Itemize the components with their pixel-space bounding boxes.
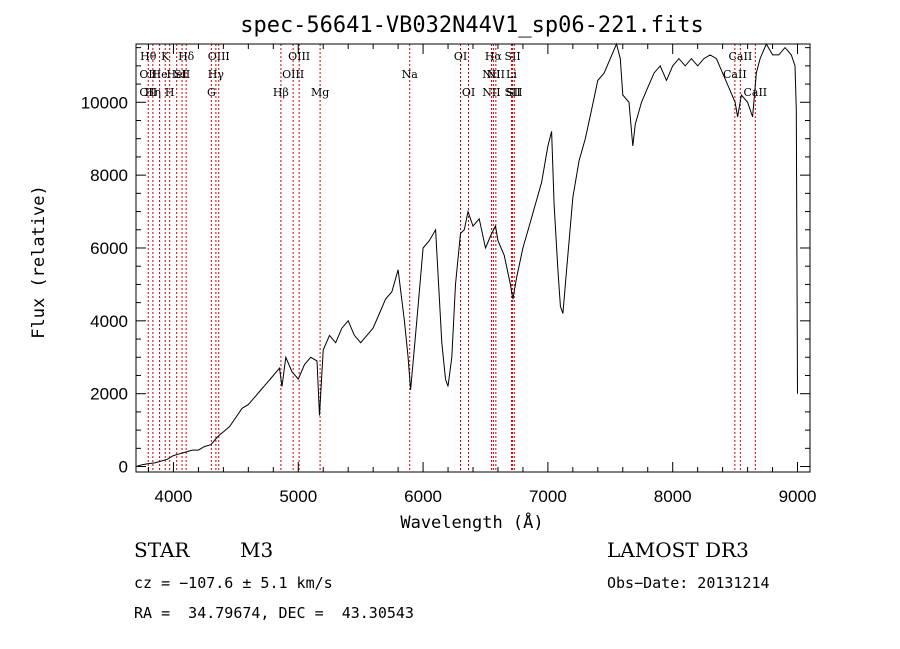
y-tick-label: 4000 [90, 312, 128, 331]
observation-date: Obs−Date: 20131214 [607, 574, 770, 592]
marker-label: SII [506, 86, 522, 99]
object-class: STAR [134, 538, 190, 562]
marker-label: NII [482, 68, 500, 81]
marker-label: CaII [743, 86, 767, 99]
y-axis-ticks: 0 2000 4000 6000 8000 10000 [81, 47, 810, 477]
y-tick-label: 8000 [90, 166, 128, 185]
marker-label: HeI [166, 68, 186, 81]
marker-label: NII [487, 68, 505, 81]
marker-label: SII [504, 86, 520, 99]
marker-label: OIII [208, 50, 230, 63]
y-tick-label: 6000 [90, 239, 128, 258]
x-tick-label: 4000 [155, 487, 193, 506]
emission-line-labels: HθOIIOIIHηHeKHHeISIIHδGHγOIIIHβOIIIOIIIM… [139, 50, 767, 99]
marker-label: OI [454, 50, 467, 63]
marker-label: He [152, 68, 168, 81]
y-tick-label: 0 [119, 458, 128, 477]
x-tick-label: 8000 [654, 487, 692, 506]
x-tick-label: 5000 [279, 487, 317, 506]
plot-frame [135, 43, 811, 473]
marker-label: Hη [145, 86, 161, 99]
marker-label: SII [504, 50, 520, 63]
y-axis-label: Flux (relative) [29, 185, 49, 339]
marker-label: Hδ [178, 50, 195, 63]
x-axis-ticks: 4000 5000 6000 7000 8000 9000 [147, 44, 817, 506]
marker-label: OIII [288, 50, 310, 63]
y-tick-label: 10000 [81, 93, 128, 112]
marker-label: CaII [729, 50, 753, 63]
spectrum-plot: spec-56641-VB032N44V1_sp06-221.fits Hθ OI… [29, 13, 817, 533]
marker-label: Hα [485, 50, 503, 63]
marker-label: Li [506, 68, 517, 81]
marker-label: Hθ [140, 50, 157, 63]
marker-label: G [207, 86, 216, 99]
spectrum-line [135, 42, 798, 467]
x-tick-label: 7000 [529, 487, 567, 506]
marker-label: SII [174, 68, 190, 81]
coordinates: RA = 34.79674, DEC = 43.30543 [134, 604, 414, 622]
marker-label: OIII [282, 68, 304, 81]
marker-label: OII [139, 86, 157, 99]
x-tick-label: 6000 [404, 487, 442, 506]
chart-title: spec-56641-VB032N44V1_sp06-221.fits [240, 13, 704, 38]
spectral-subclass: M3 [240, 538, 274, 562]
marker-label: H [165, 86, 175, 99]
x-axis-label: Wavelength (Å) [400, 511, 543, 533]
redshift-cz: cz = −107.6 ± 5.1 km/s [134, 574, 333, 592]
marker-label: Mg [311, 86, 329, 99]
y-tick-label: 2000 [90, 385, 128, 404]
marker-label: K [161, 50, 170, 63]
marker-label: OI [462, 86, 475, 99]
x-tick-label: 9000 [779, 487, 817, 506]
marker-label: NII [482, 86, 500, 99]
marker-label: Na [402, 68, 419, 81]
marker-label: Hβ [273, 86, 289, 99]
marker-label: Hγ [208, 68, 225, 81]
survey-name: LAMOST DR3 [607, 538, 749, 562]
emission-line-markers [147, 44, 756, 472]
marker-label: CaII [723, 68, 747, 81]
marker-label: OII [139, 68, 157, 81]
